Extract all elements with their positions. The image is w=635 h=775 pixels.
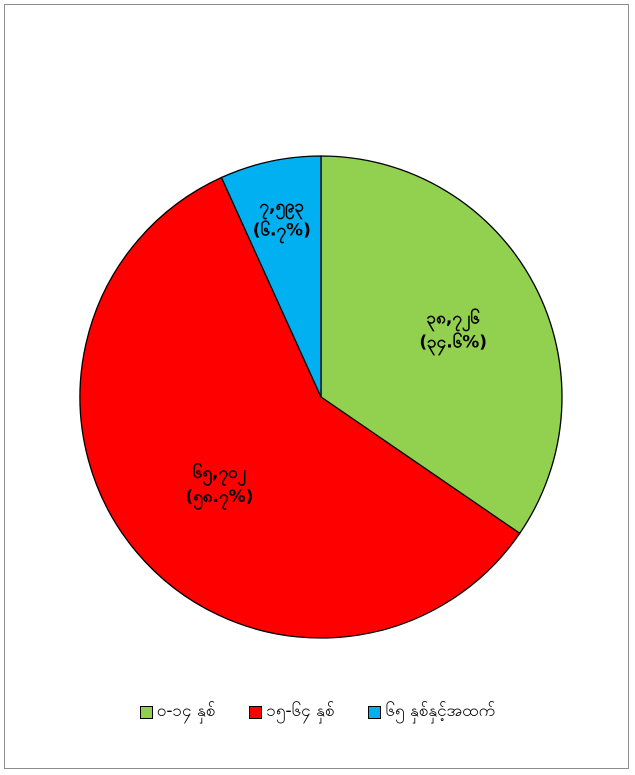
slice-percent-label: (၃၄.၆%)	[419, 330, 487, 356]
slice-age-15-64	[79, 176, 521, 639]
legend-label: ၁၅-၆၄ နှစ်	[266, 701, 335, 721]
slice-percent-label: (၅၈.၇%)	[185, 487, 253, 511]
legend-swatch-green	[139, 706, 153, 719]
slice-value-label: ၇,၅၉၃	[259, 197, 304, 221]
legend: ၀-၁၄ နှစ် ၁၅-၆၄ နှစ် ၆၅ နှစ်နှင့်အထက်	[0, 700, 635, 725]
legend-swatch-blue	[368, 706, 382, 719]
slice-percent-label: (၆.၇%)	[253, 219, 311, 245]
legend-item-age-0-14: ၀-၁၄ နှစ်	[139, 700, 216, 725]
slice-value-label: ၃၈,၇၂၆	[427, 306, 481, 332]
legend-item-age-15-64: ၁၅-၆၄ နှစ်	[249, 700, 334, 725]
legend-label: ၀-၁၄ နှစ်	[156, 701, 216, 721]
legend-label: ၆၅ နှစ်နှင့်အထက်	[385, 701, 496, 721]
legend-item-age-65-plus: ၆၅ နှစ်နှင့်အထက်	[368, 700, 495, 725]
slice-age-65-plus	[220, 155, 322, 398]
slice-value-label: ၆၅,၇၀၂	[193, 461, 247, 487]
slice-age-0-14	[320, 155, 563, 535]
legend-swatch-red	[249, 706, 263, 719]
